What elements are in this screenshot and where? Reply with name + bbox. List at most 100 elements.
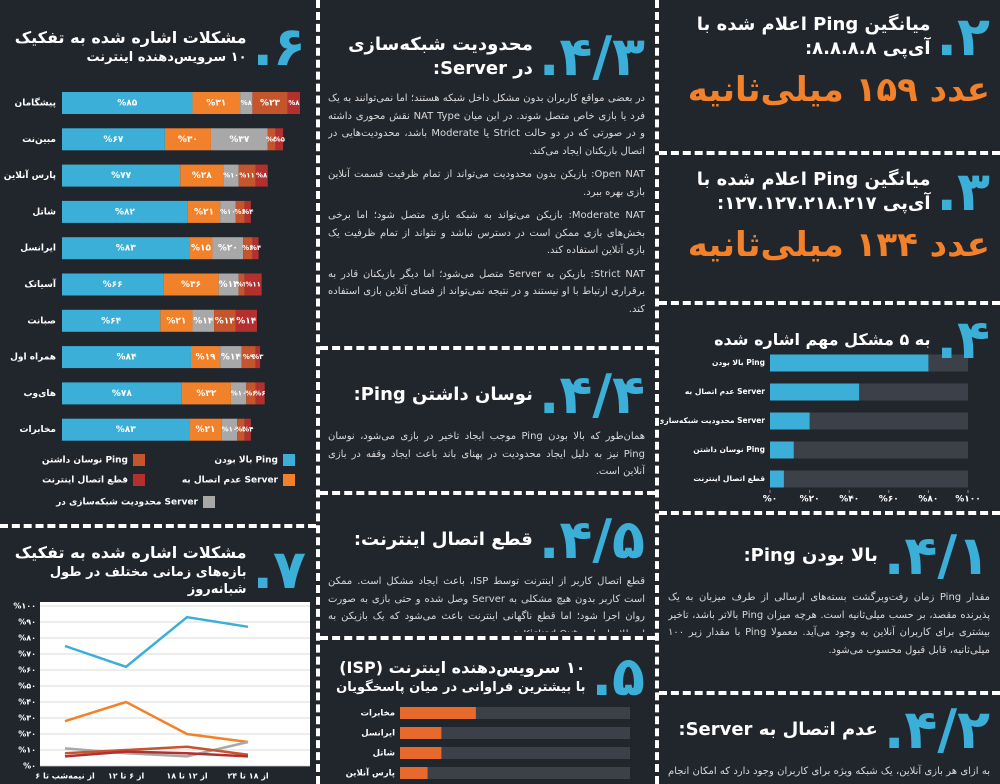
section-header: ۴/۳. محدودیت شبکه‌سازی در Server: <box>328 30 645 84</box>
category-label: ایرانسل <box>361 729 395 739</box>
bar-segment <box>244 418 251 441</box>
chart: مخابرات ایرانسل شاتل پارس آنلاین ۵. ۱۰ سرویس‌… <box>320 640 655 784</box>
paragraph: قطع اتصال کاربر از اینترنت توسط ISP، باع… <box>328 576 645 632</box>
value-label: %۱۰ <box>222 426 238 434</box>
value-label: %۶۷ <box>103 135 124 145</box>
chart-canvas: %۰ %۱۰ %۲۰ %۳۰ %۴۰ %۵۰ %۶۰ %۷۰ %۸۰ %۹۰ %۱۰۰ از نیمه… <box>13 602 310 781</box>
bar-segment <box>62 92 193 114</box>
bar <box>400 767 428 779</box>
category-label: پیشگامان <box>15 97 56 109</box>
value-label: %۲۱ <box>194 207 214 217</box>
category-label: صبانت <box>27 316 56 326</box>
section: ۲. میانگین Ping اعلام شده با آی‌پی ۸.۸.۸.… <box>668 10 990 147</box>
bar-segment <box>62 382 182 405</box>
bar-segment <box>255 164 268 187</box>
row-divider <box>659 301 1000 305</box>
bar-segment <box>210 128 268 151</box>
value-label: %۱۰ <box>220 208 236 216</box>
category-label: عدم اتصال به Server <box>685 387 765 396</box>
value-label: %۲۱ <box>166 316 186 326</box>
bar-segment <box>181 382 231 405</box>
paragraph: Moderate NAT: بازیکن می‌تواند به شبکه با… <box>328 210 645 256</box>
paragraph: همان‌طور که بالا بودن Ping موجب ایجاد تا… <box>328 431 645 477</box>
y-tick-label: %۵۰ <box>18 682 36 691</box>
category-label: همراه اول <box>10 353 56 363</box>
section-title: میانگین Ping اعلام شده با آی‌پی ۱۲۷.۱۲۷.… <box>696 168 931 214</box>
chart-number: ۴. <box>936 308 990 371</box>
column-divider <box>655 0 659 784</box>
bar-track <box>400 727 630 739</box>
bar-segment <box>238 273 245 296</box>
value-label: %۱۵ <box>191 244 212 254</box>
bar-segment <box>190 346 221 369</box>
category-label: مخابرات <box>360 709 395 719</box>
category-label: های‌وب <box>23 389 56 399</box>
value-label: %۶ <box>242 244 253 252</box>
section-number: ۴/۱. <box>883 529 990 587</box>
line-series <box>64 700 249 744</box>
category-label: محدودیت شبکه‌سازی در Server <box>660 416 765 425</box>
bar-segment <box>255 346 261 369</box>
value-label: %۱۳ <box>219 280 240 290</box>
section-header: ۴/۵. قطع اتصال اینترنت: <box>328 513 645 567</box>
value-label: %۴ <box>236 281 248 289</box>
section: ۴/۵. قطع اتصال اینترنت: قطع اتصال کاربر از… <box>328 513 645 632</box>
category-label: مخابرات <box>19 425 56 435</box>
row-divider <box>0 524 316 528</box>
legend-label: محدودیت شبکه‌سازی در Server <box>55 498 198 508</box>
value-label: %۱۹ <box>196 353 217 363</box>
chart-title: مشکلات اشاره شده به تفکیک <box>14 28 247 48</box>
y-tick-label: %۴۰ <box>18 698 36 707</box>
section-title: محدودیت شبکه‌سازی در Server: <box>348 33 533 79</box>
value-label: %۳۲ <box>196 389 217 399</box>
y-tick-label: %۱۰۰ <box>13 602 36 611</box>
paragraph: به ازای هر بازی آنلاین، یک شبکه ویژه برا… <box>668 766 990 777</box>
y-tick-label: %۳۰ <box>18 714 36 723</box>
value-label: %۸۵ <box>117 99 138 109</box>
value-label: %۸۴ <box>116 353 137 363</box>
bar-segment <box>212 237 244 260</box>
bar-segment <box>230 382 247 405</box>
value-label: %۸ <box>256 172 268 180</box>
bar-segment <box>163 273 219 296</box>
bar-segment <box>240 92 253 114</box>
bar-track <box>400 767 630 779</box>
bar-track <box>770 412 968 430</box>
bar-segment <box>160 309 193 332</box>
bar-segment <box>192 309 215 332</box>
bar-segment <box>62 200 188 223</box>
bar-segment <box>192 92 241 114</box>
chart: بالا بودن Ping عدم اتصال به Server محدودیت… <box>660 305 1000 511</box>
value-label: %۱۴ <box>221 353 242 363</box>
value-label: %۷۷ <box>111 171 132 181</box>
row-divider <box>320 346 655 350</box>
paragraph: Strict NAT: بازیکن به Server متصل می‌شود… <box>328 268 645 315</box>
chart-header: ۷. مشکلات اشاره شده به تفکیک بازه‌های زمان… <box>6 542 306 599</box>
value-label: %۶ <box>245 389 256 397</box>
category-label: شاتل <box>373 749 395 759</box>
highlight-value: عدد ۱۵۹ میلی‌ثانیه <box>687 70 990 110</box>
value-label: %۸۳ <box>116 425 137 435</box>
chart-title: مشکلات اشاره شده به تفکیک <box>14 543 247 562</box>
bar-segment <box>238 164 256 187</box>
row-divider <box>659 151 1000 155</box>
section-number: ۴/۳. <box>538 30 645 88</box>
bar <box>770 441 794 459</box>
value-label: %۳ <box>252 353 264 361</box>
chart-titles: به ۵ مشکل مهم اشاره شده <box>714 329 930 351</box>
value-label: %۸۳ <box>116 244 137 254</box>
chart-canvas: بالا بودن Ping عدم اتصال به Server محدودیت… <box>660 354 981 505</box>
bar-track <box>770 441 968 459</box>
y-tick-label: %۰ <box>23 762 36 771</box>
value-label: %۸ <box>288 99 300 107</box>
chart-subtitle: با بیشترین فراوانی در میان پاسخگویان <box>336 680 586 696</box>
section-title: عدم اتصال به Server: <box>678 718 878 740</box>
bar-segment <box>221 418 238 441</box>
x-tick-label: از ۱۸ تا ۲۴ <box>227 772 269 781</box>
value-label: %۹ <box>243 353 255 361</box>
value-label: %۱۱ <box>239 172 255 180</box>
line-series <box>64 615 249 669</box>
value-label: %۶ <box>234 208 245 216</box>
legend-swatch <box>133 454 145 466</box>
